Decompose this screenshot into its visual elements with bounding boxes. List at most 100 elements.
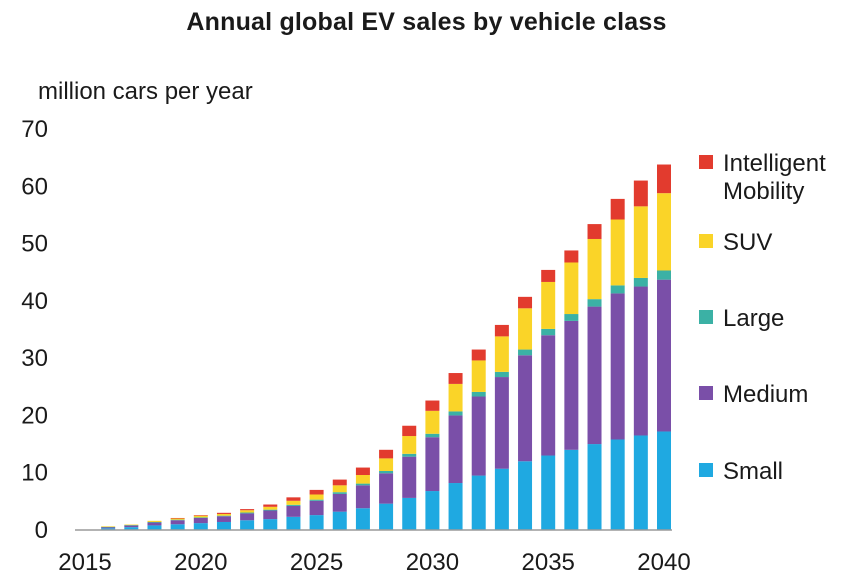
bar-large-2031 — [448, 411, 463, 416]
bar-medium-2028 — [379, 473, 394, 504]
bar-large-2016 — [101, 526, 116, 528]
bar-large-2024 — [286, 504, 301, 506]
bar-small-2033 — [494, 468, 509, 530]
bar-suv-2017 — [124, 524, 139, 526]
bar-small-2036 — [564, 449, 579, 530]
bar-medium-2017 — [124, 525, 139, 528]
bar-intelligent-mobility-2032 — [471, 349, 486, 361]
bar-medium-2022 — [240, 513, 255, 521]
bar-large-2034 — [518, 349, 533, 356]
x-axis-ticks: 2015 2020 2025 2030 2035 2040 — [58, 549, 690, 576]
bar-intelligent-mobility-2019 — [170, 517, 185, 519]
y-tick-label-10: 10 — [21, 460, 48, 487]
bar-suv-2024 — [286, 500, 301, 505]
bar-small-2016 — [101, 528, 116, 530]
x-tick-label-2035: 2035 — [522, 549, 575, 576]
bar-large-2023 — [263, 509, 278, 511]
bar-medium-2036 — [564, 320, 579, 450]
bar-medium-2023 — [263, 510, 278, 520]
bar-suv-2018 — [147, 520, 162, 522]
bar-intelligent-mobility-2022 — [240, 509, 255, 511]
legend-swatch-medium — [699, 386, 713, 400]
bar-intelligent-mobility-2034 — [518, 296, 533, 309]
legend-swatch-large — [699, 310, 713, 324]
y-tick-label-0: 0 — [35, 517, 48, 544]
bar-medium-2033 — [494, 377, 509, 469]
bar-suv-2039 — [633, 206, 648, 278]
x-tick-label-2025: 2025 — [290, 549, 343, 576]
bar-medium-2032 — [471, 396, 486, 476]
bar-large-2037 — [587, 299, 602, 307]
bar-suv-2019 — [170, 518, 185, 520]
bar-small-2034 — [518, 461, 533, 530]
bar-medium-2040 — [657, 279, 671, 432]
bar-intelligent-mobility-2028 — [379, 449, 394, 459]
bar-intelligent-mobility-2037 — [587, 224, 602, 239]
bar-medium-2025 — [309, 500, 324, 516]
bar-medium-2020 — [193, 517, 208, 524]
bar-small-2022 — [240, 520, 255, 530]
y-tick-label-70: 70 — [21, 116, 48, 143]
x-tick-label-2030: 2030 — [406, 549, 459, 576]
y-tick-label-50: 50 — [21, 231, 48, 258]
bar-small-2032 — [471, 475, 486, 530]
legend-label-medium: Medium — [723, 381, 808, 408]
bar-small-2025 — [309, 515, 324, 530]
bar-medium-2029 — [402, 456, 417, 498]
bar-intelligent-mobility-2031 — [448, 373, 463, 384]
bar-suv-2025 — [309, 494, 324, 500]
bar-intelligent-mobility-2030 — [425, 400, 440, 411]
bar-suv-2016 — [101, 526, 116, 527]
bar-large-2022 — [240, 512, 255, 514]
bar-small-2020 — [193, 523, 208, 530]
bar-small-2028 — [379, 503, 394, 530]
bar-suv-2021 — [216, 513, 231, 516]
bar-suv-2036 — [564, 262, 579, 315]
bar-medium-2038 — [610, 293, 625, 440]
legend-label-intelligent-mobility: Intelligent Mobility — [723, 150, 826, 205]
y-tick-label-40: 40 — [21, 288, 48, 315]
y-tick-label-60: 60 — [21, 173, 48, 200]
bar-medium-2024 — [286, 505, 301, 517]
bar-intelligent-mobility-2029 — [402, 425, 417, 437]
bar-large-2026 — [332, 492, 347, 494]
bar-small-2019 — [170, 524, 185, 530]
bar-large-2027 — [355, 483, 370, 486]
x-tick-label-2020: 2020 — [174, 549, 227, 576]
bar-intelligent-mobility-2035 — [541, 269, 556, 282]
bar-suv-2031 — [448, 383, 463, 412]
bar-intelligent-mobility-2023 — [263, 504, 278, 507]
bar-suv-2034 — [518, 308, 533, 350]
bar-intelligent-mobility-2024 — [286, 497, 301, 501]
bar-intelligent-mobility-2040 — [657, 164, 671, 194]
bar-small-2037 — [587, 444, 602, 530]
bar-medium-2035 — [541, 335, 556, 456]
bar-small-2027 — [355, 508, 370, 530]
bar-large-2017 — [124, 525, 139, 526]
legend-swatch-small — [699, 463, 713, 477]
bar-large-2020 — [193, 517, 208, 518]
bar-large-2039 — [633, 277, 648, 287]
bar-suv-2029 — [402, 436, 417, 454]
bar-medium-2016 — [101, 527, 116, 529]
bar-medium-2039 — [633, 286, 648, 436]
bar-intelligent-mobility-2020 — [193, 515, 208, 516]
bar-suv-2026 — [332, 485, 347, 493]
x-tick-label-2040: 2040 — [637, 549, 690, 576]
bar-medium-2026 — [332, 493, 347, 512]
bar-intelligent-mobility-2033 — [494, 324, 509, 337]
legend-label-large: Large — [723, 305, 784, 332]
bar-large-2036 — [564, 314, 579, 321]
bar-suv-2035 — [541, 281, 556, 329]
bar-large-2040 — [657, 270, 671, 280]
bar-small-2039 — [633, 435, 648, 530]
bar-large-2018 — [147, 521, 162, 523]
y-tick-label-30: 30 — [21, 345, 48, 372]
bar-small-2017 — [124, 527, 139, 530]
bar-large-2019 — [170, 519, 185, 521]
bar-large-2029 — [402, 453, 417, 457]
bars — [101, 164, 671, 530]
bar-suv-2027 — [355, 475, 370, 484]
bar-medium-2034 — [518, 355, 533, 462]
